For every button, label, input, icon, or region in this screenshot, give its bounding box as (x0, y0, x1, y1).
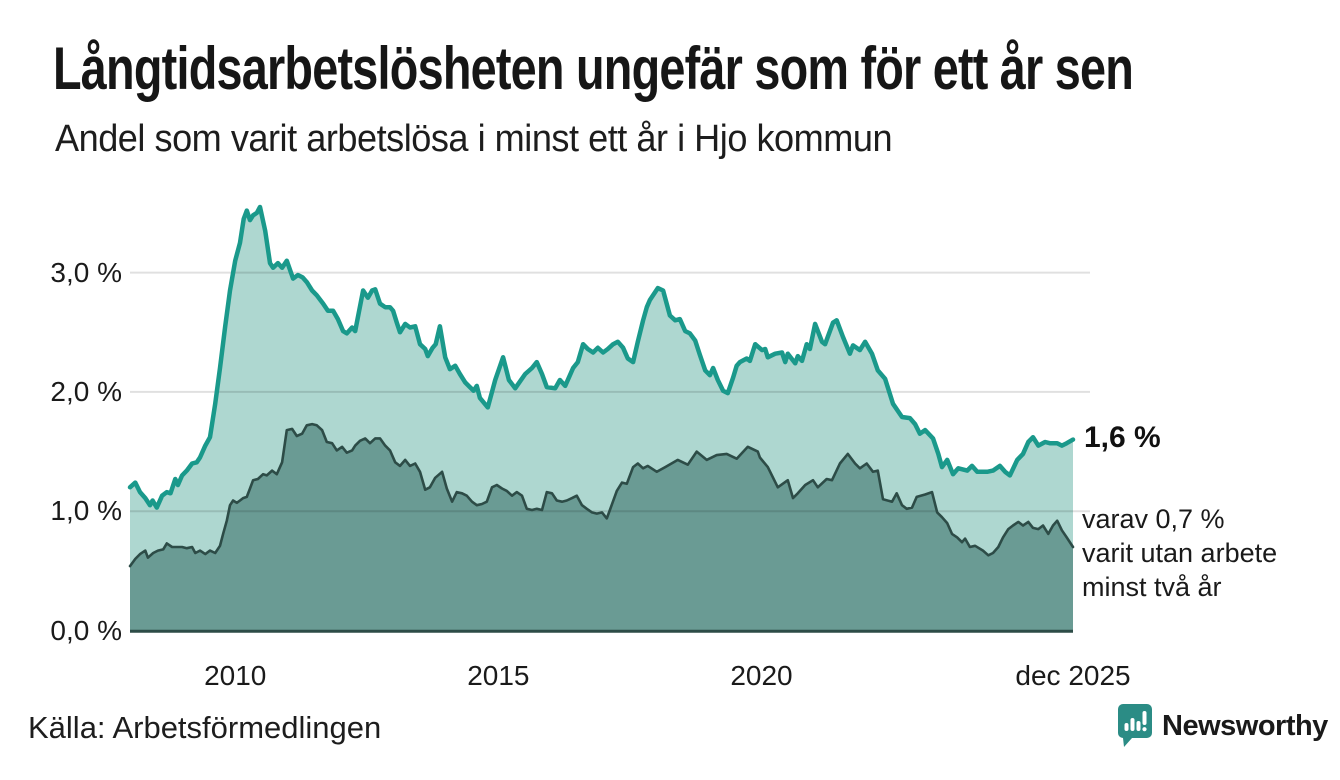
newsworthy-wordmark: Newsworthy (1162, 709, 1328, 742)
latest-detail-line: varav 0,7 % (1082, 504, 1225, 534)
page-title: Långtidsarbetslösheten ungefär som för e… (53, 35, 1134, 102)
latest-detail-line: varit utan arbete (1082, 538, 1278, 568)
series-line-2 (128, 422, 1075, 568)
x-axis-tick-label: 2015 (467, 660, 530, 691)
x-axis-tick-label: 2010 (204, 660, 267, 691)
x-axis-tick-label: dec 2025 (1015, 660, 1131, 691)
chart-subtitle: Andel som varit arbetslösa i minst ett å… (55, 118, 893, 160)
newsworthy-logo: Newsworthy (1117, 703, 1328, 749)
y-axis-tick-label: 3,0 % (50, 256, 122, 288)
y-axis-tick-label: 1,0 % (50, 495, 122, 527)
source-attribution: Källa: Arbetsförmedlingen (28, 710, 382, 745)
area-fill-series-2 (130, 424, 1073, 631)
y-axis-tick-label: 2,0 % (50, 375, 122, 407)
latest-detail-annotation: varav 0,7 % varit utan arbete minst två … (1082, 502, 1277, 604)
latest-value-label: 1,6 % (1084, 421, 1161, 454)
x-axis-tick-label: 2020 (730, 660, 793, 691)
newsworthy-bubble-icon (1118, 704, 1152, 747)
series-line-1 (127, 204, 1076, 510)
latest-detail-line: minst två år (1082, 572, 1222, 602)
y-axis-tick-label: 0,0 % (50, 614, 122, 646)
